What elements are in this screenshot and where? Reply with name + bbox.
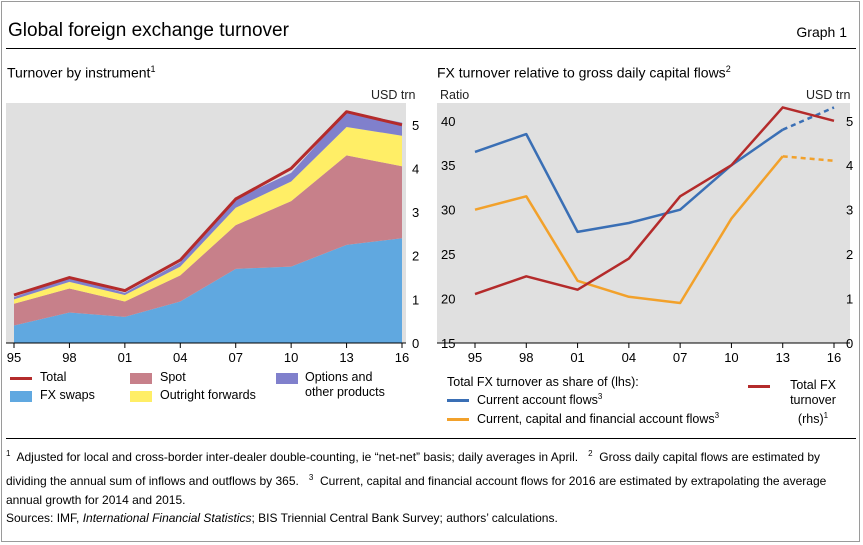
y-tick-label: 1	[412, 292, 419, 307]
sources-line: Sources: IMF, International Financial St…	[6, 511, 558, 525]
right-unit-label-right: USD trn	[806, 88, 851, 102]
line-current-capital-and-financial-account-flows	[474, 155, 784, 305]
x-tick-label: 16	[827, 350, 841, 365]
y-tick-label: 2	[412, 249, 419, 264]
legend-swatch-outright-forwards	[130, 391, 152, 402]
left-unit-label: USD trn	[371, 88, 416, 102]
y-right-tick-label: 3	[846, 203, 853, 218]
y-right-tick-label: 5	[846, 114, 853, 129]
graph-number: Graph 1	[796, 24, 847, 40]
x-tick-label: 98	[62, 350, 76, 365]
legend-swatch-current-account	[447, 399, 469, 402]
legend-label-options: Options and other products	[305, 370, 385, 399]
y-left-tick-label: 15	[441, 336, 455, 351]
figure-title: Global foreign exchange turnover	[8, 20, 289, 41]
line-current-account-flows-estimate	[782, 106, 835, 131]
legend-swatch-capital-financial	[447, 418, 469, 421]
y-left-tick-label: 20	[441, 292, 455, 307]
footnote-2-text: Gross daily capital flows are estimated …	[6, 450, 821, 488]
x-tick-label: 04	[622, 350, 636, 365]
right-panel-subtitle: FX turnover relative to gross daily capi…	[437, 64, 731, 81]
legend-sup-total-turnover: 1	[823, 411, 829, 420]
area-outright-forwards	[14, 127, 402, 304]
legend-swatch-spot	[130, 373, 152, 384]
legend-swatch-fx-swaps	[10, 391, 32, 402]
x-tick-label: 01	[570, 350, 584, 365]
footnote-2-number: 2	[588, 449, 593, 458]
x-tick-label: 04	[173, 350, 187, 365]
x-tick-label: 10	[724, 350, 738, 365]
line-total	[13, 110, 403, 297]
x-tick-label: 07	[228, 350, 242, 365]
y-left-tick-label: 25	[441, 247, 455, 262]
left-subtitle-footnote: 1	[150, 64, 156, 74]
legend-sup-current-account: 3	[597, 392, 603, 401]
y-right-tick-label: 1	[846, 292, 853, 307]
y-left-tick-label: 40	[441, 114, 455, 129]
x-tick-label: 16	[395, 350, 409, 365]
area-spot	[14, 155, 402, 326]
legend-sup-capital-financial: 3	[714, 411, 720, 420]
sources-prefix: Sources: IMF,	[6, 511, 83, 525]
y-tick-label: 3	[412, 205, 419, 220]
legend-text-total-turnover: Total FX turnover (rhs)	[790, 378, 836, 427]
title-rule	[6, 48, 856, 49]
y-right-tick-label: 0	[846, 336, 853, 351]
x-tick-label: 95	[468, 350, 482, 365]
y-right-tick-label: 2	[846, 247, 853, 262]
y-left-tick-label: 30	[441, 203, 455, 218]
y-left-tick-label: 35	[441, 158, 455, 173]
left-panel-subtitle: Turnover by instrument1	[7, 64, 155, 81]
legend-label-capital-financial: Current, capital and financial account f…	[477, 411, 719, 426]
footnote-1-number: 1	[6, 449, 11, 458]
legend-text-capital-financial: Current, capital and financial account f…	[477, 412, 715, 427]
legend-text-current-account: Current account flows	[477, 393, 598, 408]
line-total-fx-turnover	[474, 106, 835, 296]
x-tick-label: 10	[284, 350, 298, 365]
y-tick-label: 4	[412, 161, 419, 176]
legend-label-outright-forwards: Outright forwards	[160, 388, 256, 402]
footnotes: 1 Adjusted for local and cross-border in…	[6, 444, 858, 511]
right-unit-label-left: Ratio	[440, 88, 470, 102]
notes-rule	[6, 438, 856, 439]
legend-heading: Total FX turnover as share of (lhs):	[447, 375, 639, 389]
left-subtitle-text: Turnover by instrument	[7, 64, 151, 81]
legend-label-total-turnover: Total FX turnover (rhs)1	[778, 378, 848, 427]
right-subtitle-text: FX turnover relative to gross daily capi…	[437, 64, 726, 81]
legend-swatch-total	[10, 377, 32, 380]
legend-label-total: Total	[40, 370, 67, 384]
plot-background	[437, 103, 850, 343]
footnote-3-number: 3	[308, 472, 314, 482]
x-tick-label: 95	[7, 350, 21, 365]
footnote-3-text: Current, capital and financial account f…	[6, 473, 827, 508]
area-options-and-other-products	[14, 111, 402, 300]
right-subtitle-footnote: 2	[725, 64, 731, 74]
x-tick-label: 13	[339, 350, 353, 365]
legend-label-fx-swaps: FX swaps	[40, 388, 95, 402]
x-tick-label: 13	[775, 350, 789, 365]
footnote-1-text: Adjusted for local and cross-border inte…	[16, 450, 579, 464]
legend-swatch-total-turnover	[748, 385, 770, 388]
x-tick-label: 07	[673, 350, 687, 365]
legend-label-current-account: Current account flows3	[477, 392, 602, 407]
y-tick-label: 0	[412, 336, 419, 351]
legend-label-spot: Spot	[160, 370, 186, 384]
legend-swatch-options	[276, 373, 298, 384]
sources-suffix: ; BIS Triennial Central Bank Survey; aut…	[251, 511, 558, 525]
y-tick-label: 5	[412, 118, 419, 133]
x-tick-label: 98	[519, 350, 533, 365]
sources-italic: International Financial Statistics	[82, 511, 252, 525]
x-tick-label: 01	[118, 350, 132, 365]
y-right-tick-label: 4	[846, 158, 853, 173]
area-fx-swaps	[14, 238, 402, 343]
